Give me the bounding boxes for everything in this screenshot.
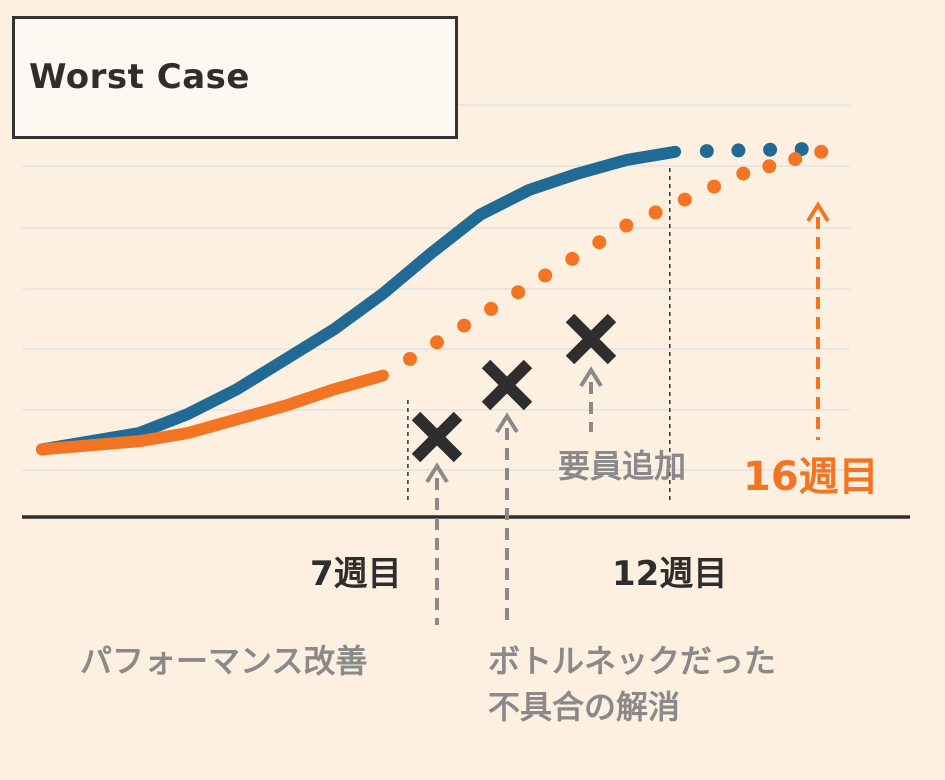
series-1-dot-6 — [565, 251, 580, 266]
label-bottleneck-line1: ボトルネックだった — [488, 642, 777, 680]
series-1-dot-5 — [538, 268, 553, 283]
series-1-dot-7 — [592, 235, 607, 250]
series-0-dot-2 — [763, 142, 778, 157]
label-performance-improvement: パフォーマンス改善 — [80, 642, 368, 680]
series-1-dot-2 — [457, 318, 472, 333]
x-marker-2 — [565, 313, 617, 365]
series-0-dot-3 — [794, 142, 809, 157]
series-1-dot-12 — [736, 166, 751, 181]
title-box: Worst Case — [12, 16, 458, 139]
chart-title: Worst Case — [29, 57, 250, 97]
tick-label-week7: 7週目 — [310, 554, 402, 594]
label-added-staff: 要員追加 — [558, 447, 687, 485]
series-1-dot-0 — [403, 352, 417, 366]
series-0-dot-0 — [699, 144, 714, 159]
arrow-perf-head — [425, 462, 449, 484]
arrow-staff-head — [579, 366, 603, 388]
x-marker-1-stroke-b — [481, 359, 533, 411]
series-0-dot-1 — [731, 143, 746, 158]
x-marker-0 — [411, 411, 463, 463]
series-1-dot-9 — [648, 205, 663, 220]
guide-lines — [407, 168, 671, 503]
series-1-dot-4 — [511, 285, 526, 300]
series-1-solid-line — [36, 369, 389, 456]
label-week16: 16週目 — [743, 454, 879, 500]
label-bottleneck-line2: 不具合の解消 — [488, 688, 681, 726]
series-1-dot-10 — [677, 192, 692, 207]
series-1-dot-1 — [430, 335, 444, 350]
arrow-week16-head — [806, 201, 830, 223]
x-marker-2-stroke-b — [565, 313, 617, 365]
series-1-dot-11 — [707, 179, 722, 194]
tick-label-week12: 12週目 — [612, 554, 728, 594]
series-group — [36, 142, 829, 456]
series-1-dot-3 — [484, 301, 499, 316]
series-1-dot-8 — [619, 218, 634, 233]
gridlines — [22, 104, 850, 471]
series-1-dot-15 — [814, 144, 829, 159]
x-marker-1 — [481, 359, 533, 411]
series-1-dot-13 — [762, 159, 777, 174]
series-1-dot-14 — [788, 152, 803, 167]
series-0-solid-line — [36, 145, 682, 456]
annotation-arrows — [425, 201, 830, 625]
marker-group — [411, 313, 617, 463]
arrow-bottleneck-head — [495, 412, 519, 434]
x-marker-0-stroke-b — [411, 411, 463, 463]
